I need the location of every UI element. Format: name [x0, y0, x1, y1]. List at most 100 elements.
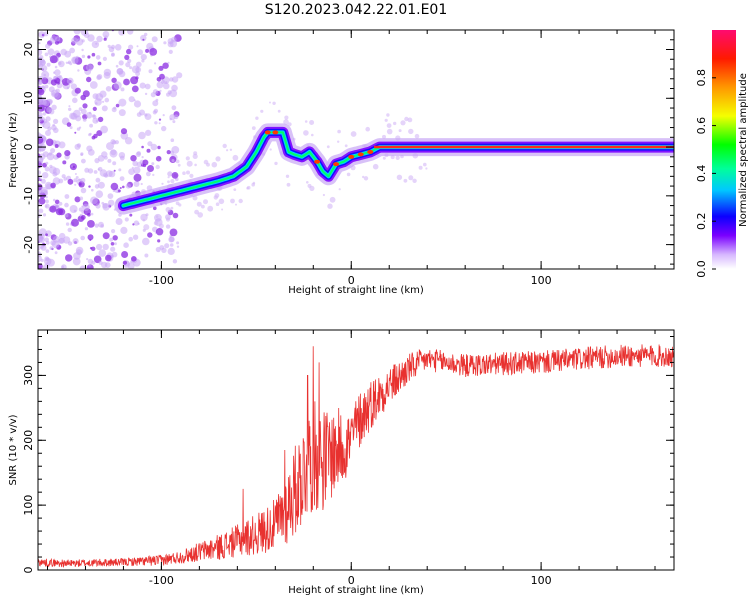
- noise-blob: [104, 174, 108, 178]
- noise-blob: [303, 130, 309, 136]
- noise-blob: [177, 163, 181, 167]
- noise-blob: [414, 133, 420, 139]
- noise-blob: [140, 54, 147, 61]
- noise-blob: [87, 212, 91, 217]
- noise-blob: [322, 193, 325, 197]
- noise-blob: [74, 87, 81, 94]
- spectrogram-ridge: [114, 123, 674, 215]
- noise-blob: [150, 143, 158, 151]
- noise-blob: [176, 245, 180, 248]
- noise-blob: [41, 85, 46, 90]
- noise-blob: [50, 148, 56, 154]
- noise-blob: [99, 90, 107, 98]
- noise-blob: [66, 86, 70, 90]
- noise-blob: [38, 157, 44, 164]
- noise-blob: [102, 243, 109, 251]
- noise-blob: [260, 109, 264, 113]
- noise-blob: [111, 77, 117, 84]
- noise-blob: [141, 59, 145, 63]
- spectrogram-frame: [37, 29, 675, 270]
- noise-blob: [88, 264, 91, 267]
- noise-blob: [159, 89, 162, 92]
- noise-blob: [338, 188, 341, 191]
- snr-panel: -100 0 100 0 100 200 300 Height of straight li…: [8, 329, 675, 596]
- noise-blob: [100, 224, 104, 228]
- noise-blob: [49, 55, 58, 64]
- noise-blob: [54, 251, 58, 255]
- noise-blob: [113, 169, 116, 172]
- noise-blob: [94, 158, 100, 164]
- noise-blob: [107, 44, 111, 49]
- noise-blob: [408, 175, 414, 181]
- noise-blob: [81, 54, 86, 59]
- noise-blob: [48, 99, 53, 104]
- noise-blob: [140, 213, 148, 222]
- noise-blob: [122, 260, 127, 265]
- noise-blob: [105, 254, 112, 262]
- noise-blob: [147, 141, 153, 147]
- noise-blob: [169, 118, 172, 121]
- noise-blob: [68, 107, 72, 112]
- noise-blob: [58, 178, 64, 184]
- y-tick-label: -10: [22, 187, 35, 205]
- colorbar-ticks: 0.0 0.2 0.4 0.6 0.8: [695, 69, 716, 278]
- noise-blob: [119, 155, 125, 161]
- noise-blob: [97, 168, 100, 171]
- noise-blob: [38, 263, 43, 269]
- noise-blob: [104, 155, 108, 160]
- ridge-hotspot: [367, 149, 374, 154]
- noise-blob: [97, 166, 103, 172]
- noise-blob: [82, 203, 90, 211]
- noise-blob: [120, 128, 128, 135]
- noise-blob: [337, 140, 340, 143]
- noise-blob: [38, 197, 46, 205]
- noise-blob: [145, 48, 150, 53]
- noise-blob: [76, 143, 82, 148]
- noise-blob: [163, 82, 170, 90]
- noise-blob: [111, 52, 115, 57]
- noise-blob: [152, 173, 155, 177]
- noise-blob: [144, 92, 148, 96]
- noise-blob: [142, 218, 146, 222]
- noise-blob: [38, 134, 44, 139]
- noise-blob: [98, 249, 107, 257]
- noise-blob: [93, 133, 98, 139]
- noise-blob: [163, 41, 167, 45]
- noise-blob: [53, 76, 57, 80]
- noise-blob: [158, 122, 161, 125]
- snr-frame: [37, 329, 675, 571]
- noise-blob: [146, 42, 154, 51]
- noise-blob: [88, 185, 91, 188]
- noise-blob: [67, 178, 74, 185]
- noise-blob: [306, 181, 309, 184]
- noise-blob: [132, 234, 139, 240]
- noise-blob: [154, 121, 158, 125]
- noise-blob: [189, 173, 194, 178]
- noise-blob: [124, 137, 133, 145]
- noise-blob: [129, 66, 133, 70]
- noise-blob: [91, 188, 94, 192]
- noise-blob: [44, 84, 49, 89]
- noise-blob: [71, 56, 79, 65]
- noise-blob: [164, 243, 170, 249]
- noise-blob: [118, 60, 124, 66]
- noise-blob: [133, 166, 141, 174]
- noise-blob: [76, 127, 81, 131]
- noise-blob: [229, 148, 233, 151]
- noise-blob: [112, 235, 118, 241]
- noise-blob: [194, 163, 197, 167]
- x-tick-label: 0: [348, 274, 355, 287]
- noise-blob: [78, 178, 81, 182]
- noise-blob: [132, 160, 138, 167]
- noise-blob: [372, 163, 379, 170]
- noise-blob: [122, 185, 125, 189]
- noise-blob: [425, 167, 428, 170]
- noise-blob: [102, 232, 110, 240]
- noise-blob: [157, 239, 161, 243]
- noise-blob: [157, 145, 161, 150]
- noise-blob: [115, 103, 120, 108]
- x-tick-label: 0: [348, 574, 355, 587]
- noise-blob: [64, 150, 71, 157]
- noise-blob: [186, 170, 190, 175]
